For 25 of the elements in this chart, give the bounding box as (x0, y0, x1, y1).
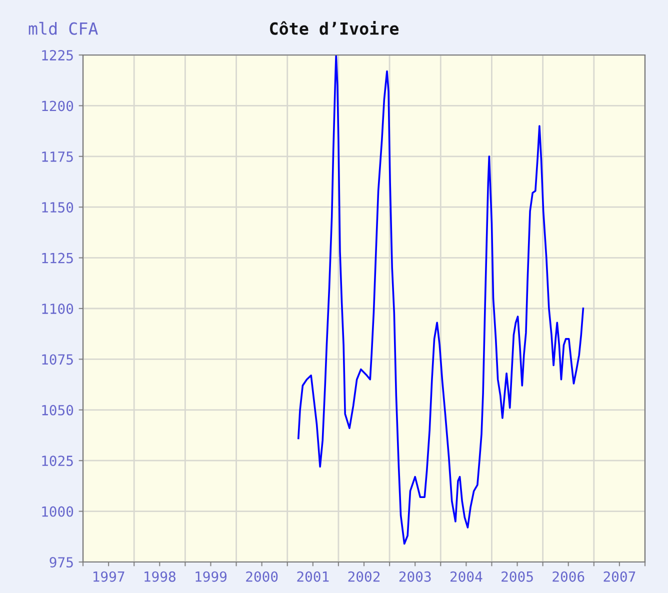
x-tick-label: 1998 (144, 571, 176, 582)
y-tick-label: 975 (50, 557, 73, 568)
x-tick-label: 1997 (93, 571, 124, 582)
y-tick-label: 1050 (42, 404, 74, 416)
chart-title: Côte d’Ivoire (270, 21, 399, 35)
x-tick-label: 1999 (196, 571, 227, 582)
y-tick-label: 1000 (42, 506, 74, 517)
y-tick-label: 1125 (42, 252, 73, 264)
line-series (297, 55, 584, 545)
x-tick-label: 2002 (348, 571, 380, 582)
y-tick-label: 1225 (42, 50, 73, 61)
x-tick-label: 2005 (502, 571, 533, 582)
x-tick-label: 2004 (450, 571, 482, 582)
y-tick-label: 1200 (42, 100, 74, 112)
y-tick-label: 1100 (42, 304, 74, 314)
x-tick-label: 2001 (297, 571, 329, 582)
y-axis-title: mld CFA (28, 22, 98, 35)
y-tick-label: 1175 (42, 152, 73, 162)
y-tick-label: 1025 (42, 456, 73, 466)
x-tick-label: 2007 (604, 571, 636, 582)
x-tick-label: 2003 (399, 571, 431, 582)
y-tick-label: 1075 (42, 354, 73, 365)
y-tick-label: 1150 (42, 202, 74, 213)
x-tick-label: 2006 (552, 571, 584, 582)
x-tick-label: 2000 (246, 571, 278, 582)
